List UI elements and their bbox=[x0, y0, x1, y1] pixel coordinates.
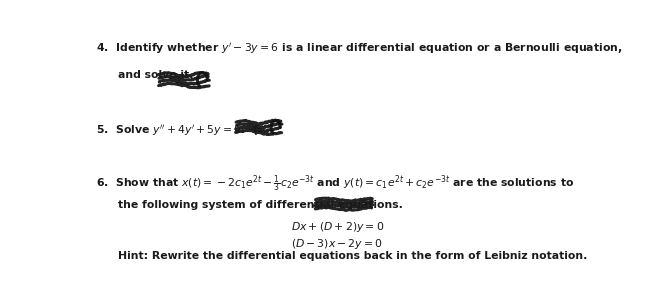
Text: 6.  Show that $x(t) = -2c_1e^{2t} - \frac{1}{3}c_2e^{-3t}$ and $y(t) = c_1e^{2t}: 6. Show that $x(t) = -2c_1e^{2t} - \frac… bbox=[96, 173, 574, 195]
Text: and solve it.: and solve it. bbox=[118, 70, 194, 80]
Text: $(D - 3)x - 2y = 0$: $(D - 3)x - 2y = 0$ bbox=[291, 238, 383, 251]
Text: the following system of differential equations.: the following system of differential equ… bbox=[118, 200, 403, 210]
Text: 4.  Identify whether $y' - 3y = 6$ is a linear differential equation or a Bernou: 4. Identify whether $y' - 3y = 6$ is a l… bbox=[96, 41, 622, 56]
Text: Hint: Rewrite the differential equations back in the form of Leibniz notation.: Hint: Rewrite the differential equations… bbox=[118, 251, 588, 262]
Text: 5.  Solve $y'' + 4y' + 5y = 0$.  (: 5. Solve $y'' + 4y' + 5y = 0$. ( bbox=[96, 123, 258, 138]
Text: $Dx + (D + 2)y = 0$: $Dx + (D + 2)y = 0$ bbox=[291, 220, 384, 234]
